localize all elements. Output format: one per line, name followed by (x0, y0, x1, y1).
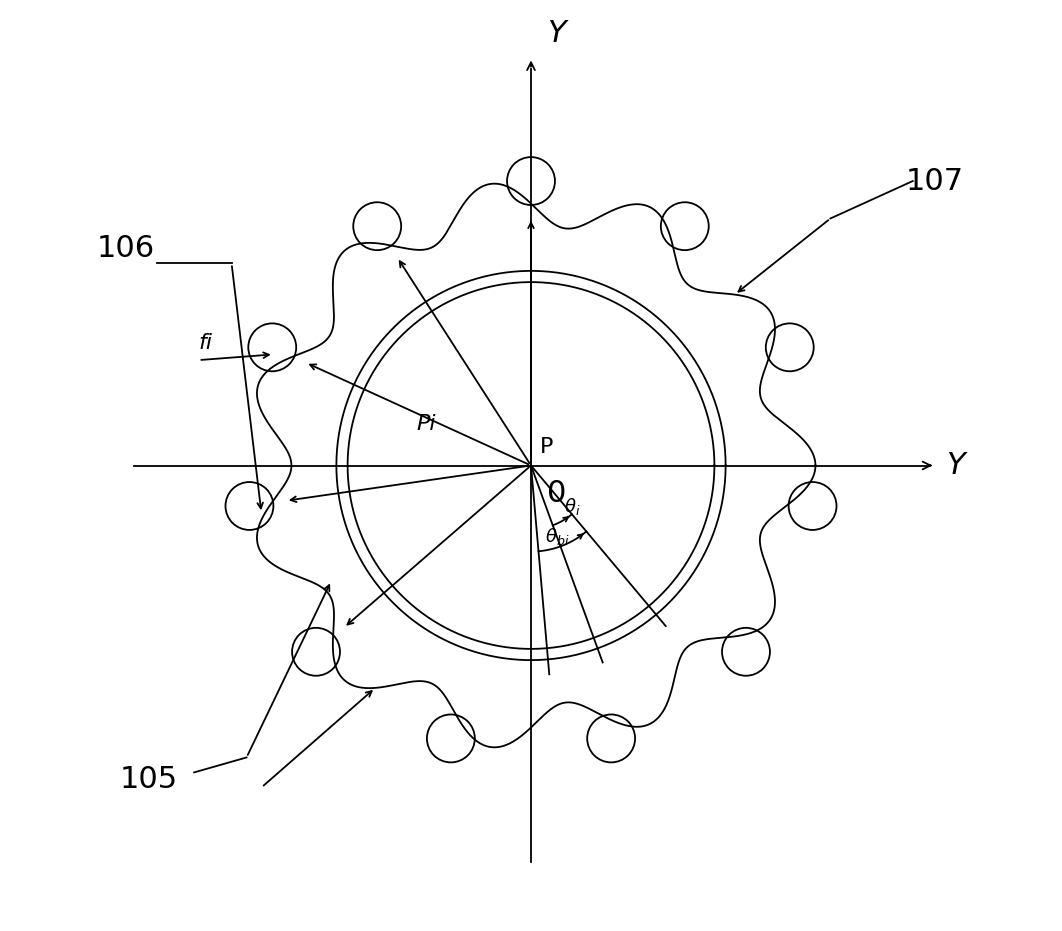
Text: Y: Y (946, 451, 965, 480)
Text: Pi: Pi (416, 414, 435, 435)
Text: 107: 107 (905, 167, 963, 196)
Text: 0: 0 (548, 479, 567, 508)
Text: $\theta_i$: $\theta_i$ (564, 496, 581, 518)
Text: P: P (539, 437, 553, 456)
Text: $\theta_{bi}$: $\theta_{bi}$ (545, 526, 569, 547)
Text: fi: fi (199, 332, 213, 353)
Text: Y: Y (548, 19, 566, 47)
Text: 106: 106 (97, 234, 155, 263)
Text: 105: 105 (119, 765, 177, 794)
